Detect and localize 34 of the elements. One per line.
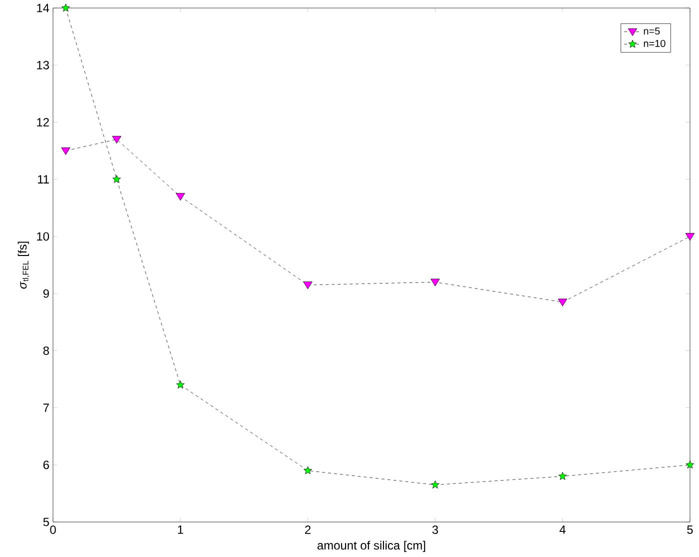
y-tick-label: 13 <box>37 60 49 70</box>
legend-label: n=5 <box>644 28 660 35</box>
point <box>430 278 440 286</box>
y-axis-title: σ$_{tl,FEL}$ [fs] <box>18 242 30 289</box>
legend-label: n=10 <box>644 40 666 47</box>
x-tick-label: 0 <box>50 526 56 534</box>
y-tick-label: 7 <box>43 404 49 412</box>
point <box>176 193 185 201</box>
x-tick-label: 2 <box>305 526 311 534</box>
point <box>61 147 70 155</box>
point <box>62 4 70 12</box>
y-tick-label: 6 <box>43 460 49 470</box>
point <box>112 136 122 144</box>
x-tick-label: 3 <box>432 526 438 534</box>
y-tick-label: 11 <box>38 175 49 184</box>
x-axis-title: amount of silica [cm] <box>318 540 426 552</box>
point <box>112 174 121 183</box>
point <box>558 472 567 480</box>
y-tick-label: 5 <box>43 518 49 526</box>
x-tick-label: 1 <box>178 526 184 534</box>
point <box>176 380 185 389</box>
point <box>686 460 694 468</box>
point <box>685 233 695 241</box>
y-tick-label: 12 <box>37 118 49 126</box>
point <box>304 466 312 474</box>
y-tick-label: 10 <box>37 232 50 241</box>
x-tick-label: 4 <box>560 526 566 534</box>
x-tick-label: 5 <box>687 526 693 534</box>
point <box>303 282 312 290</box>
y-tick-label: 9 <box>43 289 49 298</box>
y-tick-label: 8 <box>43 346 49 355</box>
y-tick-label: 14 <box>37 4 50 12</box>
point <box>558 298 568 306</box>
point <box>431 480 440 488</box>
